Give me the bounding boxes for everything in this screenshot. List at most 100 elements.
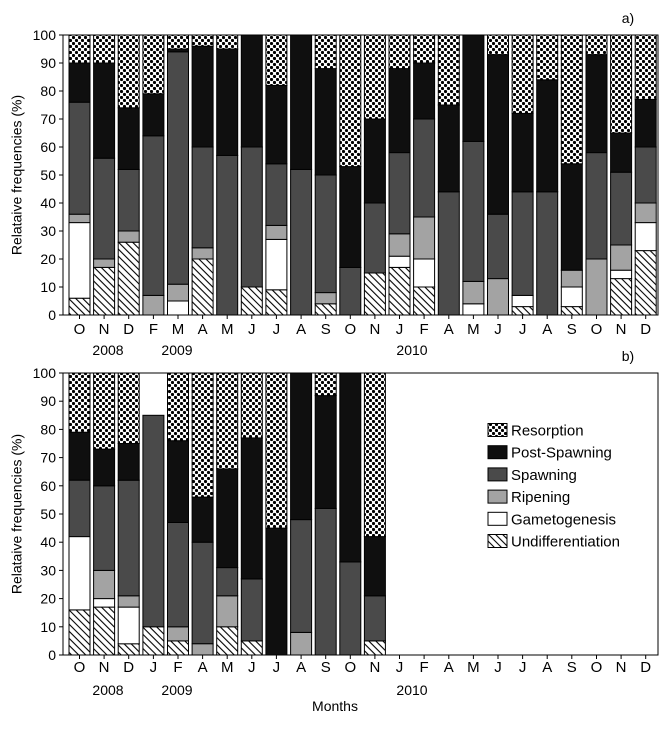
year-label: 2008 — [92, 342, 123, 358]
bar-segment-ripening — [191, 643, 214, 656]
bar-segment-post-spawning — [93, 448, 116, 487]
bar-segment-spawning — [216, 567, 239, 597]
bar-segment-gametogenesis — [388, 255, 411, 268]
bar-stack — [511, 34, 534, 316]
bar-segment-spawning — [142, 414, 165, 628]
x-tick-label: A — [198, 659, 208, 676]
bar-segment-post-spawning — [413, 62, 436, 120]
bar-segment-post-spawning — [290, 34, 313, 170]
x-tick-label: M — [467, 321, 480, 338]
bar-segment-post-spawning — [191, 45, 214, 148]
bar-segment-undifferentiation — [117, 241, 140, 316]
bar-stack — [536, 34, 559, 316]
x-tick-label: N — [369, 659, 380, 676]
bar-segment-ripening — [93, 569, 116, 600]
legend-swatch-spawning — [487, 467, 508, 482]
x-tick-label: D — [123, 321, 134, 338]
bar-segment-post-spawning — [240, 34, 263, 148]
legend-item: Post-Spawning — [487, 445, 612, 462]
bar-segment-post-spawning — [191, 496, 214, 543]
y-tick-label: 50 — [40, 167, 56, 183]
year-label: 2010 — [396, 342, 427, 358]
x-tick-label: N — [369, 321, 380, 338]
bar-segment-gametogenesis — [462, 303, 485, 316]
bar-segment-ripening — [610, 244, 633, 271]
bar-stack — [339, 372, 362, 656]
bar-segment-gametogenesis — [511, 294, 534, 308]
bar-segment-spawning — [191, 146, 214, 249]
bar-segment-resorption — [585, 34, 608, 56]
bar-segment-gametogenesis — [68, 536, 91, 611]
x-tick-label: J — [519, 659, 527, 676]
year-label: 2009 — [161, 682, 192, 698]
y-tick-label: 10 — [40, 279, 56, 295]
bar-segment-spawning — [240, 146, 263, 288]
bar-stack — [314, 34, 337, 316]
y-tick-label: 20 — [40, 251, 56, 267]
y-tick-label: 70 — [40, 111, 56, 127]
legend-label: Resorption — [511, 423, 584, 440]
bar-segment-spawning — [93, 157, 116, 260]
bar-segment-undifferentiation — [68, 297, 91, 316]
bar-segment-ripening — [388, 233, 411, 257]
bar-segment-ripening — [117, 230, 140, 243]
bar-segment-ripening — [487, 278, 509, 316]
bar-segment-resorption — [314, 372, 337, 397]
bar-segment-post-spawning — [536, 79, 559, 193]
x-tick-label: N — [99, 321, 110, 338]
bar-segment-resorption — [265, 372, 288, 529]
legend-swatch-gametogenesis — [487, 511, 508, 526]
y-tick-label: 90 — [40, 393, 56, 409]
bars — [68, 372, 386, 656]
bar-stack — [413, 34, 436, 316]
bar-segment-post-spawning — [265, 527, 288, 656]
bar-segment-gametogenesis — [634, 222, 657, 252]
bar-stack — [388, 34, 411, 316]
bar-segment-ripening — [68, 213, 91, 224]
bar-segment-ripening — [142, 294, 165, 316]
x-tick-label: A — [444, 659, 454, 676]
bar-segment-gametogenesis — [413, 258, 436, 288]
legend: Resorption Post-Spawning Spawning Ripening G… — [487, 423, 620, 551]
legend-label: Gametogenesis — [511, 511, 616, 528]
bar-segment-post-spawning — [240, 437, 263, 580]
bar-segment-gametogenesis — [560, 286, 583, 308]
bar-segment-resorption — [240, 372, 263, 439]
y-tick-label: 0 — [48, 307, 56, 323]
x-tick-label: A — [542, 321, 552, 338]
bar-segment-resorption — [191, 372, 214, 498]
bar-segment-ripening — [167, 283, 189, 302]
y-axis-title: Relataive frequencies (%) — [9, 95, 25, 255]
bar-segment-resorption — [142, 34, 165, 95]
bar-segment-resorption — [167, 34, 189, 50]
year-label: 2009 — [161, 342, 192, 358]
x-tick-label: J — [150, 659, 158, 676]
legend-label: Ripening — [511, 489, 570, 506]
x-tick-label: N — [616, 321, 627, 338]
legend-item: Resorption — [487, 423, 584, 440]
y-tick-label: 30 — [40, 562, 56, 578]
bar-segment-spawning — [610, 171, 633, 246]
bar-segment-undifferentiation — [511, 306, 534, 316]
bar-segment-post-spawning — [511, 112, 534, 193]
bar-segment-post-spawning — [339, 166, 362, 268]
bar-segment-undifferentiation — [388, 266, 411, 316]
bar-segment-spawning — [388, 152, 411, 235]
y-tick-label: 40 — [40, 195, 56, 211]
y-axis-title: Relataive frequencies (%) — [9, 434, 25, 594]
bar-segment-undifferentiation — [240, 286, 263, 316]
x-tick-label: J — [248, 321, 256, 338]
bar-segment-ripening — [413, 216, 436, 260]
bar-stack — [142, 414, 165, 656]
bar-stack — [487, 34, 509, 316]
y-tick-label: 20 — [40, 591, 56, 607]
bar-segment-ripening — [265, 224, 288, 240]
bar-segment-undifferentiation — [167, 640, 189, 656]
bar-stack — [314, 372, 337, 656]
bar-segment-undifferentiation — [216, 626, 239, 656]
y-tick-label: 100 — [33, 365, 57, 381]
bar-segment-post-spawning — [117, 443, 140, 481]
bar-stack — [68, 372, 91, 656]
x-axis-title: Months — [312, 698, 358, 714]
bar-stack — [117, 34, 140, 316]
